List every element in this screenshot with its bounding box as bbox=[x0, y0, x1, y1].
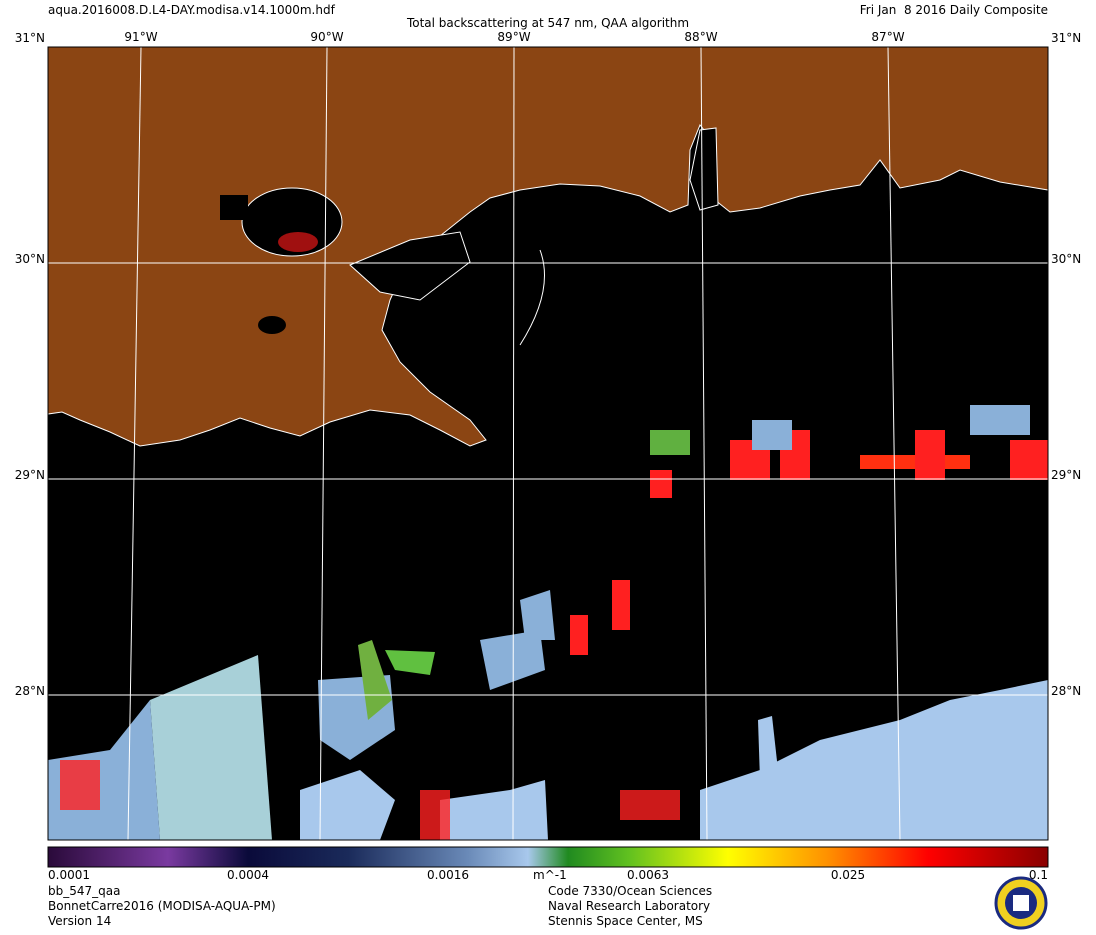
nrl-logo bbox=[994, 876, 1048, 930]
footer-right: Naval Research Laboratory bbox=[548, 899, 710, 913]
footer-left: Version 14 bbox=[48, 914, 111, 928]
lon-label: 91°W bbox=[124, 30, 157, 44]
colorbar-label: 0.0001 bbox=[48, 868, 90, 882]
map-title: Total backscattering at 547 nm, QAA algo… bbox=[406, 16, 689, 30]
colorbar-label: 0.025 bbox=[831, 868, 865, 882]
lon-label: 89°W bbox=[497, 30, 530, 44]
colorbar-label: 0.0063 bbox=[627, 868, 669, 882]
map-area bbox=[47, 46, 1049, 841]
ocean-retrievals bbox=[48, 405, 1048, 840]
colorbar-labels: 0.0001 0.0004 0.0016 0.0063 0.025 0.1 bbox=[48, 868, 1048, 882]
lon-labels: 91°W 90°W 89°W 88°W 87°W bbox=[124, 30, 904, 44]
footer-right: Code 7330/Ocean Sciences bbox=[548, 884, 712, 898]
lat-labels: 31°N 31°N 30°N 30°N 29°N 29°N 28°N 28°N bbox=[15, 31, 1082, 698]
graticule bbox=[48, 46, 1048, 841]
lat-label: 31°N bbox=[15, 31, 45, 45]
colorbar bbox=[47, 846, 1049, 868]
lat-label: 29°N bbox=[15, 468, 45, 482]
date-label: Fri Jan 8 2016 Daily Composite bbox=[860, 3, 1048, 17]
lat-label: 30°N bbox=[1051, 252, 1081, 266]
footer-left: bb_547_qaa bbox=[48, 884, 120, 898]
lon-label: 88°W bbox=[684, 30, 717, 44]
footer-left: BonnetCarre2016 (MODISA-AQUA-PM) bbox=[48, 899, 276, 913]
lon-label: 90°W bbox=[310, 30, 343, 44]
lake-maurepas bbox=[220, 195, 248, 220]
colorbar-label: 0.0004 bbox=[227, 868, 269, 882]
colorbar-label: 0.0016 bbox=[427, 868, 469, 882]
map-frame bbox=[47, 46, 1049, 841]
lat-label: 30°N bbox=[15, 252, 45, 266]
lat-label: 28°N bbox=[15, 684, 45, 698]
chandeleur-islands bbox=[519, 249, 545, 346]
lat-label: 31°N bbox=[1051, 31, 1081, 45]
land bbox=[47, 46, 1049, 447]
small-lake bbox=[258, 316, 286, 334]
lon-label: 87°W bbox=[871, 30, 904, 44]
bay bbox=[689, 127, 719, 211]
lake-signal bbox=[278, 232, 318, 252]
lat-label: 28°N bbox=[1051, 684, 1081, 698]
colorbar-label: 0.1 bbox=[1029, 868, 1048, 882]
file-name: aqua.2016008.D.L4-DAY.modisa.v14.1000m.h… bbox=[48, 3, 336, 17]
colorbar-unit: m^-1 bbox=[533, 868, 567, 882]
lat-label: 29°N bbox=[1051, 468, 1081, 482]
footer-right: Stennis Space Center, MS bbox=[548, 914, 703, 928]
lake-borgne bbox=[349, 231, 471, 301]
